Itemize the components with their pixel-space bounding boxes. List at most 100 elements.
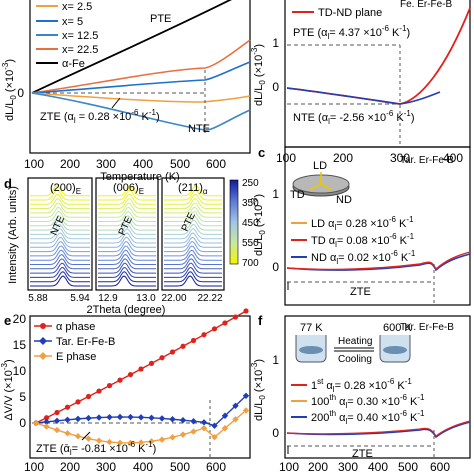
e-phase-marker — [85, 435, 92, 442]
diffraction-peak-line — [98, 245, 156, 257]
diffraction-peak-line — [164, 275, 222, 287]
panel-d-xtick: 12.9 — [98, 293, 118, 304]
panel-e-xtick: 200 — [60, 460, 80, 474]
panel-e-frame — [29, 315, 251, 459]
panel-e-ytick: 20 — [13, 312, 27, 326]
panel-a-curve-x22-5 — [31, 39, 251, 94]
panel-c-td: TD — [290, 189, 305, 201]
panel-d-peaks-1 — [30, 185, 90, 287]
diffraction-peak-line — [30, 249, 90, 261]
panel-d-peaks-2 — [98, 185, 156, 287]
diffraction-peak-line — [164, 249, 222, 261]
panel-e-zte: ZTE (ᾱl= -0.81 ×10-6 K-1) — [36, 440, 156, 457]
panel-a-curve-x12-5 — [31, 92, 251, 131]
panel-a-legend: x= 2.5 x= 5 x= 12.5 x= 22.5 α-Fe — [36, 1, 98, 70]
diffraction-peak-line — [30, 271, 90, 283]
diffraction-peak-line — [30, 236, 90, 248]
panel-d-xtick: 5.88 — [28, 293, 48, 304]
diffraction-peak-line — [164, 206, 222, 218]
e-phase-marker — [148, 438, 155, 445]
panel-a-curve-x2-5 — [31, 92, 251, 103]
e-phase-marker — [116, 439, 124, 447]
panel-d-peak3-label: (211)α — [178, 182, 208, 196]
tar-er-fe-b-marker — [106, 413, 113, 421]
panel-c-ytick-1: 1 — [272, 187, 279, 201]
diffraction-peak-line — [30, 275, 90, 287]
panel-e-zte-arrow — [81, 431, 91, 441]
panel-c-ld: LD — [313, 160, 327, 172]
alpha-phase-marker — [117, 377, 123, 383]
e-phase-marker — [137, 439, 145, 446]
diffraction-peak-line — [164, 215, 222, 227]
panel-b-ytick-1: 1 — [272, 36, 279, 50]
diffraction-peak-line — [98, 249, 156, 261]
tar-er-fe-b-marker — [53, 417, 61, 424]
panel-a-xtick: 600 — [206, 157, 226, 171]
sample-disk-icon — [292, 172, 350, 197]
panel-f-letter: f — [258, 313, 263, 328]
alpha-phase-marker — [96, 388, 102, 394]
panel-d-xtick: 5.94 — [70, 293, 90, 304]
e-phase-marker — [64, 430, 71, 437]
tar-er-fe-b-marker — [85, 414, 92, 422]
panel-c-legend: LD αl= 0.28 ×10-6 K-1 TD αl= 0.08 ×10-6 … — [291, 215, 416, 266]
panel-a-zte-arrow — [111, 97, 121, 109]
panel-b-legend: TD-ND plane — [318, 7, 382, 19]
diffraction-peak-line — [30, 210, 90, 222]
panel-a-zte: ZTE (αl = 0.28 ×10-6 K-1) — [40, 108, 160, 125]
panel-a-xlabel: Temperature (K) — [100, 171, 179, 183]
panel-a-ylabel: dL/L0 (×10-3) — [1, 59, 18, 121]
diffraction-peak-line — [98, 223, 156, 235]
panel-e-ytick: 0 — [19, 416, 26, 430]
panel-f-xtick: 300 — [338, 460, 358, 474]
diffraction-peak-line — [164, 266, 222, 278]
diffraction-peak-line — [98, 241, 156, 253]
e-phase-marker — [221, 425, 229, 432]
diffraction-peak-line — [164, 219, 222, 231]
panel-c-zte: ZTE — [350, 286, 371, 298]
tar-er-fe-b-marker — [127, 413, 134, 421]
diffraction-peak-line — [98, 258, 156, 270]
legend-nd: ND αl= 0.02 ×10-6 K-1 — [311, 249, 416, 266]
panel-b-xtick: 300 — [390, 151, 410, 165]
panel-d-xtick: 22.22 — [197, 293, 222, 304]
panel-b-xtick: 100 — [276, 151, 296, 165]
alpha-phase-marker — [43, 415, 50, 421]
diffraction-peak-line — [98, 271, 156, 283]
tar-er-fe-b-marker — [232, 402, 239, 409]
alpha-phase-marker — [64, 404, 71, 410]
tar-er-fe-b-marker — [169, 416, 176, 423]
tar-er-fe-b-marker — [74, 415, 82, 423]
panel-a-nte: NTE — [188, 123, 210, 135]
e-phase-marker — [179, 431, 187, 438]
legend-alpha-phase: α phase — [56, 321, 95, 333]
diffraction-peak-line — [164, 271, 222, 283]
legend-x12-5: x= 12.5 — [62, 30, 98, 42]
legend-marker-alpha — [40, 323, 46, 329]
legend-x22-5: x= 22.5 — [62, 44, 98, 56]
panel-c-letter: c — [258, 145, 265, 160]
panel-a-pte: PTE — [150, 13, 171, 25]
panel-c-title: Tar. Er-Fe-B — [400, 155, 454, 166]
panel-e: e ΔV/V (×10-3) 20 15 10 5 0 α phase Tar.… — [0, 308, 251, 474]
panel-f-curve-1st — [286, 420, 471, 437]
panel-f-ylabel: dL/L0 (×10-3) — [250, 359, 267, 421]
diffraction-peak-line — [30, 258, 90, 270]
legend-x2-5: x= 2.5 — [62, 1, 92, 13]
alpha-phase-marker — [85, 393, 92, 400]
legend-x5: x= 5 — [62, 16, 83, 28]
panel-b-xtick: 200 — [333, 151, 353, 165]
panel-b-sample: Fe. Er-Fe-B — [400, 0, 453, 10]
diffraction-peak-line — [164, 223, 222, 235]
e-phase-marker — [53, 426, 61, 434]
e-phase-marker — [232, 416, 239, 423]
panel-d-xtick: 22.00 — [161, 293, 186, 304]
legend-marker-e — [39, 352, 47, 360]
diffraction-peak-line — [98, 202, 156, 214]
diffraction-peak-line — [30, 198, 90, 210]
alpha-phase-marker — [127, 371, 134, 378]
alpha-phase-marker — [159, 355, 165, 361]
diffraction-peak-line — [164, 241, 222, 253]
diffraction-peak-line — [164, 198, 222, 210]
panel-c-ytick-0: 0 — [272, 260, 279, 274]
